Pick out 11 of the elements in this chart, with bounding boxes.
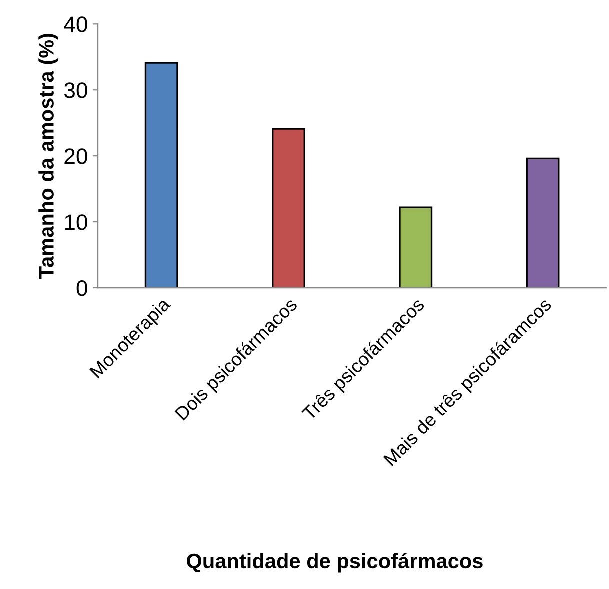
bar bbox=[144, 62, 178, 288]
bar bbox=[526, 158, 560, 288]
y-tick-label: 10 bbox=[65, 214, 88, 230]
y-tick-label: 30 bbox=[64, 82, 88, 98]
bar bbox=[399, 206, 433, 288]
y-tick-label: 40 bbox=[64, 16, 88, 32]
y-tick-label: 20 bbox=[64, 148, 88, 164]
y-tick-label: 0 bbox=[76, 280, 88, 296]
bar bbox=[272, 128, 306, 288]
y-axis-title: Tamanho da amostra (%) bbox=[38, 34, 58, 279]
x-axis-title: Quantidade de psicofármacos bbox=[187, 553, 483, 573]
